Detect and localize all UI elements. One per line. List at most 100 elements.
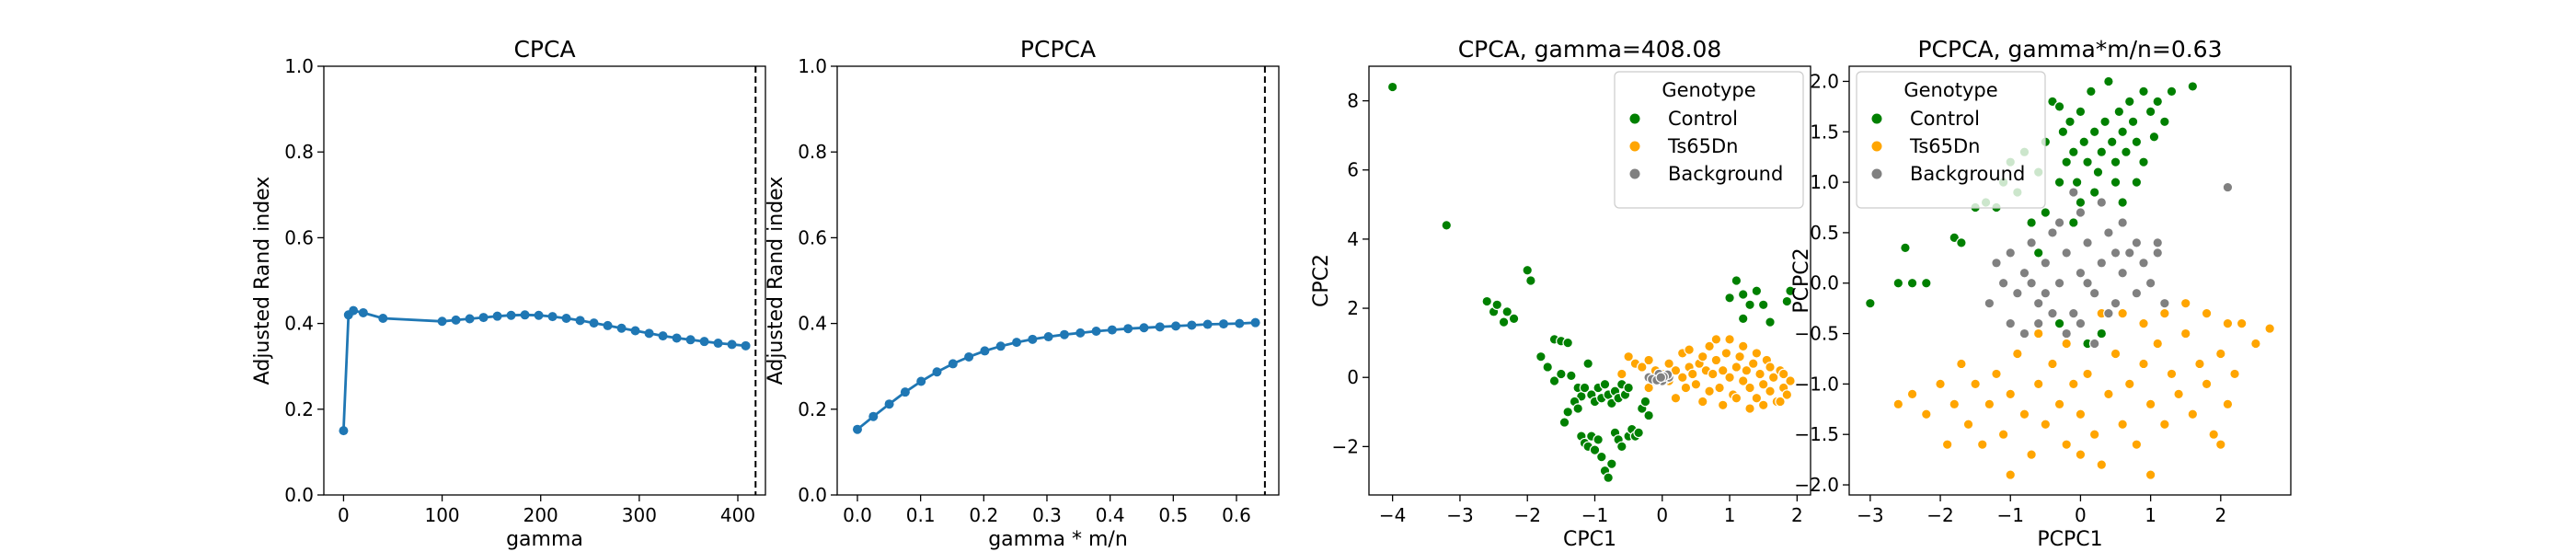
x-tick-label: −2 bbox=[1513, 504, 1540, 526]
scatter-point-control bbox=[1892, 277, 1904, 289]
scatter-point-background bbox=[1997, 277, 2009, 289]
scatter-point-background bbox=[2103, 307, 2114, 319]
y-tick-label: 0.0 bbox=[284, 484, 314, 506]
scatter-point-ts65dn bbox=[2026, 449, 2037, 460]
scatter-point-ts65dn bbox=[2250, 338, 2261, 350]
data-point bbox=[713, 339, 723, 349]
scatter-point-control bbox=[1906, 277, 1918, 289]
scatter-point-ts65dn bbox=[1734, 351, 1745, 362]
y-tick-label: 0.4 bbox=[798, 313, 827, 335]
scatter-point-background bbox=[2018, 267, 2030, 279]
scatter-point-ts65dn bbox=[2131, 439, 2143, 450]
scatter-point-control bbox=[1572, 403, 1583, 414]
data-point bbox=[727, 339, 737, 350]
chart-panel-4: PCPCA, gamma*m/n=0.63 −3 −2 −1 0 1 2 −2.0 −1.5 −1… bbox=[1790, 36, 2292, 551]
x-tick-label: 400 bbox=[720, 504, 755, 526]
scatter-point-control bbox=[2148, 131, 2160, 143]
scatter-point-ts65dn bbox=[1997, 429, 2009, 441]
scatter-point-ts65dn bbox=[1710, 354, 1722, 366]
scatter-point-control bbox=[2032, 247, 2044, 259]
scatter-point-control bbox=[2117, 126, 2128, 138]
scatter-point-background bbox=[2053, 277, 2065, 289]
scatter-point-control bbox=[2064, 116, 2076, 128]
scatter-point-control bbox=[2088, 187, 2100, 198]
scatter-point-control bbox=[2088, 126, 2100, 138]
scatter-point-background bbox=[2222, 181, 2234, 193]
y-tick-label: −2.0 bbox=[1794, 474, 1839, 496]
scatter-point-control bbox=[2026, 217, 2037, 228]
x-tick-label: 300 bbox=[622, 504, 657, 526]
scatter-point-ts65dn bbox=[1741, 364, 1753, 376]
scatter-point-ts65dn bbox=[2201, 307, 2213, 319]
data-point bbox=[616, 323, 627, 333]
scatter-point-background bbox=[2026, 237, 2037, 248]
scatter-point-ts65dn bbox=[1976, 439, 1988, 450]
data-point bbox=[685, 335, 696, 345]
legend-marker bbox=[1629, 141, 1640, 152]
scatter-point-control bbox=[2092, 167, 2104, 178]
scatter-point-control bbox=[1643, 409, 1654, 421]
scatter-point-control bbox=[1737, 313, 1749, 325]
scatter-point-ts65dn bbox=[2096, 459, 2108, 470]
scatter-point-background bbox=[2096, 197, 2108, 208]
scatter-point-ts65dn bbox=[1616, 368, 1627, 380]
scatter-point-ts65dn bbox=[2040, 419, 2052, 431]
scatter-point-control bbox=[2117, 197, 2128, 208]
data-point bbox=[1075, 328, 1086, 338]
scatter-point-background bbox=[2110, 297, 2122, 309]
scatter-point-ts65dn bbox=[1744, 403, 1755, 414]
chart-title: PCPCA bbox=[1020, 36, 1096, 63]
scatter-point-ts65dn bbox=[1704, 385, 1715, 397]
scatter-point-ts65dn bbox=[2053, 398, 2065, 410]
y-tick-label: 6 bbox=[1347, 159, 1359, 181]
y-tick-label: 0.2 bbox=[284, 398, 314, 420]
scatter-point-ts65dn bbox=[1724, 372, 1735, 384]
scatter-point-control bbox=[2068, 217, 2079, 228]
scatter-point-ts65dn bbox=[2201, 378, 2213, 390]
data-point bbox=[884, 399, 894, 409]
scatter-point-background bbox=[2138, 258, 2149, 269]
scatter-point-ts65dn bbox=[2215, 439, 2226, 450]
scatter-point-ts65dn bbox=[1737, 375, 1749, 386]
x-tick-label: −4 bbox=[1379, 504, 1406, 526]
scatter-point-background bbox=[2152, 247, 2164, 259]
scatter-point-ts65dn bbox=[2061, 439, 2072, 450]
scatter-point-ts65dn bbox=[2222, 398, 2234, 410]
data-point bbox=[451, 315, 461, 325]
x-axis-label: CPC1 bbox=[1563, 528, 1616, 551]
scatter-point-control bbox=[2057, 126, 2069, 138]
scatter-point-control bbox=[2040, 207, 2052, 218]
scatter-point-control bbox=[1921, 277, 1932, 289]
scatter-point-control bbox=[2159, 116, 2170, 128]
scatter-point-control bbox=[1765, 316, 1776, 328]
scatter-point-control bbox=[2131, 136, 2143, 148]
y-tick-label: 0.6 bbox=[284, 226, 314, 248]
scatter-point-ts65dn bbox=[1775, 396, 1786, 408]
scatter-point-ts65dn bbox=[2152, 338, 2164, 350]
scatter-point-control bbox=[1900, 242, 1911, 254]
data-point bbox=[1218, 319, 1228, 329]
x-tick-label: 0.3 bbox=[1032, 504, 1062, 526]
scatter-point-control bbox=[1603, 472, 1614, 484]
x-tick-label: 0.2 bbox=[969, 504, 998, 526]
scatter-point-ts65dn bbox=[1751, 392, 1763, 404]
scatter-point-background bbox=[2032, 297, 2044, 309]
scatter-point-background bbox=[2075, 207, 2087, 218]
data-point bbox=[1043, 332, 1053, 342]
chart-panel-3: CPCA, gamma=408.08 −4 −3 −2 −1 0 1 2 −2 0 2 4 6 8 CPC1… bbox=[1310, 36, 1811, 551]
y-tick-label: 0.0 bbox=[798, 484, 827, 506]
scatter-point-ts65dn bbox=[2215, 348, 2226, 360]
data-point bbox=[506, 310, 516, 320]
scatter-point-control bbox=[1744, 299, 1755, 311]
scatter-point-ts65dn bbox=[1686, 368, 1698, 380]
legend-box bbox=[1856, 71, 2046, 209]
data-point bbox=[561, 314, 571, 324]
scatter-point-background bbox=[2075, 267, 2087, 279]
y-tick-label: 2.0 bbox=[1810, 70, 1839, 92]
scatter-point-ts65dn bbox=[1744, 382, 1755, 394]
x-tick-label: 0 bbox=[338, 504, 350, 526]
scatter-point-ts65dn bbox=[1684, 344, 1695, 355]
legend-marker bbox=[1629, 113, 1640, 124]
y-tick-label: 1.0 bbox=[1810, 171, 1839, 193]
scatter-point-background bbox=[2061, 247, 2072, 259]
